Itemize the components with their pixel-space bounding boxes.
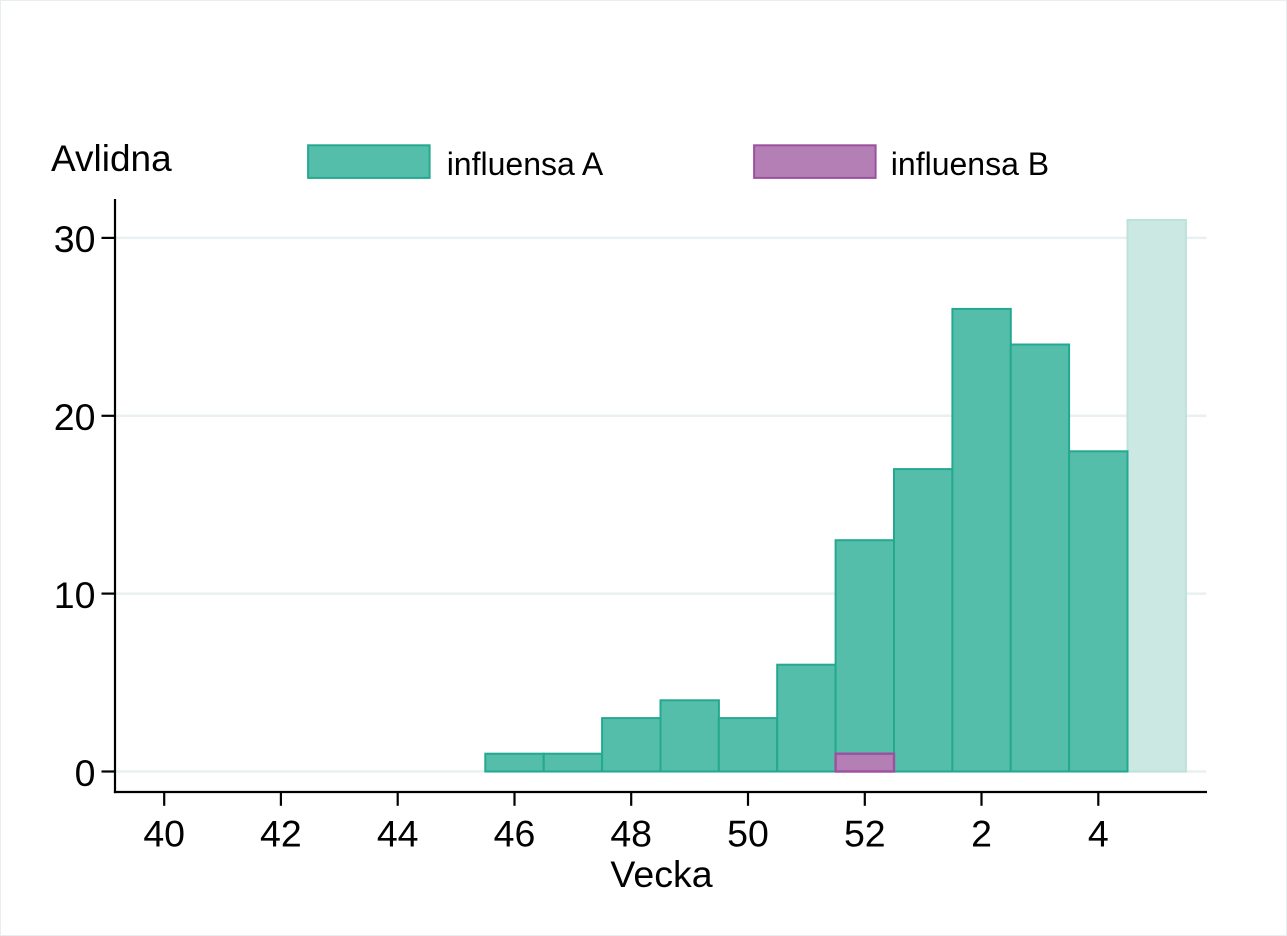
svg-text:50: 50 [727,813,769,855]
svg-text:52: 52 [844,813,886,855]
svg-text:Avlidna: Avlidna [51,138,172,179]
svg-text:42: 42 [260,813,302,855]
svg-text:influensa A: influensa A [447,146,604,182]
svg-text:30: 30 [54,218,96,260]
svg-text:48: 48 [610,813,652,855]
svg-text:influensa B: influensa B [891,146,1049,182]
svg-text:40: 40 [143,813,185,855]
svg-text:2: 2 [971,813,992,855]
svg-text:4: 4 [1088,813,1109,855]
svg-text:20: 20 [54,396,96,438]
svg-text:0: 0 [75,752,96,794]
svg-text:46: 46 [494,813,536,855]
svg-text:10: 10 [54,574,96,616]
svg-text:44: 44 [377,813,419,855]
svg-text:Vecka: Vecka [610,853,712,895]
